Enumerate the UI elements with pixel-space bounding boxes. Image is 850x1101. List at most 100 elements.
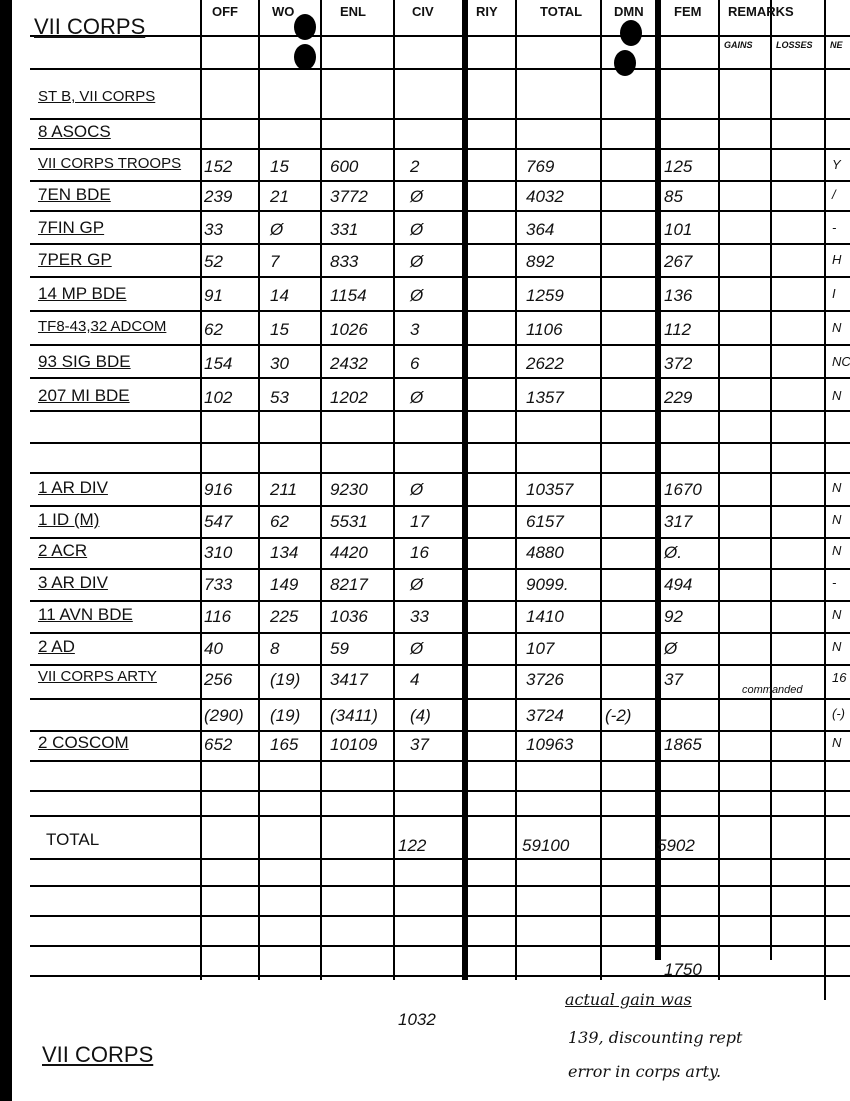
cell-off: 152	[204, 157, 233, 176]
unit-name: 3 AR DIV	[38, 573, 108, 592]
cell-enl: 833	[330, 252, 359, 271]
cell-off: 102	[204, 388, 233, 407]
cell-remark: 16	[832, 670, 847, 685]
total-total: 59100	[522, 836, 570, 855]
row-divider	[30, 730, 850, 732]
cell-total: 4032	[526, 187, 564, 206]
cell-fem: 494	[664, 575, 693, 594]
cell-wo: 211	[270, 480, 298, 499]
unit-name: 1 AR DIV	[38, 478, 108, 497]
cell-total: 4880	[526, 543, 564, 562]
cell-total: 364	[526, 220, 555, 239]
cell-enl: 331	[330, 220, 359, 239]
row-divider	[30, 472, 850, 474]
arty-margin-note: commanded	[742, 684, 803, 696]
cell-wo: 134	[270, 543, 299, 562]
unit-name: 7EN BDE	[38, 185, 111, 204]
cell-total: 10357	[526, 480, 574, 499]
row-divider	[30, 885, 850, 887]
cell-off: 62	[204, 320, 223, 339]
row-divider	[30, 210, 850, 212]
cell-fem: 85	[664, 187, 683, 206]
cell-remark: -	[832, 220, 837, 235]
column-divider	[655, 0, 661, 960]
row-divider	[30, 600, 850, 602]
cell-enl: 3772	[330, 187, 368, 206]
cell-total: 9099.	[526, 575, 569, 594]
cell-enl: 4420	[330, 543, 368, 562]
cell-total: 892	[526, 252, 555, 271]
cell-off: 547	[204, 512, 233, 531]
cell-wo: 21	[270, 187, 289, 206]
cell-fem: 112	[664, 320, 692, 339]
col-header-riy: RIY	[476, 4, 498, 19]
unit-name: 11 AVN BDE	[38, 605, 133, 624]
col-header-civ: CIV	[412, 4, 434, 19]
col-header-total: TOTAL	[540, 4, 583, 19]
col-header-remarks: REMARKS	[728, 4, 794, 19]
cell-total: 1106	[526, 320, 563, 339]
cell-total: 1259	[526, 286, 564, 305]
cell-remark: N	[832, 480, 842, 495]
cell-dmn: (-2)	[605, 706, 632, 725]
cell-fem: 101	[664, 220, 693, 239]
cell-off: 52	[204, 252, 223, 271]
cell-total: 10963	[526, 735, 574, 754]
cell-total: 3724	[526, 706, 564, 725]
note-line-3: error in corps arty.	[568, 1062, 722, 1081]
col-header-dmn: DMN	[614, 4, 644, 19]
cell-fem: 37	[664, 670, 683, 689]
row-divider	[30, 632, 850, 634]
unit-name: 7FIN GP	[38, 218, 105, 237]
cell-enl: 3417	[330, 670, 368, 689]
unit-name: VII CORPS TROOPS	[38, 155, 182, 172]
cell-enl: 10109	[330, 735, 378, 754]
row-divider	[30, 310, 850, 312]
row-divider	[30, 180, 850, 182]
row-divider	[30, 945, 850, 947]
total-fem: 5902	[657, 836, 695, 855]
cell-remark: Y	[832, 157, 841, 172]
cell-remark: NC	[832, 354, 850, 369]
cell-fem: 92	[664, 607, 683, 626]
subheader-losses: LOSSES	[776, 40, 813, 50]
cell-enl: 1026	[330, 320, 368, 339]
unit-name: 2 ACR	[38, 541, 88, 560]
column-divider	[515, 0, 517, 980]
cell-wo: 62	[270, 512, 289, 531]
page-title: VII CORPS	[34, 14, 146, 39]
col-header-enl: ENL	[340, 4, 366, 19]
cell-fem: 1865	[664, 735, 702, 754]
cell-remark: N	[832, 735, 842, 750]
cell-wo: 53	[270, 388, 289, 407]
cell-civ: 16	[410, 543, 429, 562]
column-divider	[718, 0, 720, 980]
cell-fem: 317	[664, 512, 693, 531]
subheader-ne: NE	[830, 40, 843, 50]
row-divider	[30, 344, 850, 346]
cell-wo: 30	[270, 354, 289, 373]
cell-total: 1410	[526, 607, 564, 626]
row-divider	[30, 698, 850, 700]
cell-wo: (19)	[270, 670, 301, 689]
column-divider	[770, 0, 772, 960]
row-divider	[30, 377, 850, 379]
cell-civ: 3	[410, 320, 420, 339]
column-divider	[393, 0, 395, 980]
row-divider	[30, 915, 850, 917]
binder-hole-icon	[614, 50, 636, 76]
unit-name: 7PER GP	[38, 250, 112, 269]
cell-enl: 1154	[330, 286, 367, 305]
column-divider	[824, 0, 826, 1000]
row-divider	[30, 410, 850, 412]
unit-name: 2 COSCOM	[38, 733, 129, 752]
col-header-fem: FEM	[674, 4, 702, 19]
cell-enl: 1036	[330, 607, 368, 626]
cell-enl: 1202	[330, 388, 368, 407]
cell-wo: 8	[270, 639, 280, 658]
cell-wo: 149	[270, 575, 299, 594]
unit-name: 1 ID (M)	[38, 510, 100, 529]
column-divider	[200, 0, 202, 980]
row-divider	[30, 505, 850, 507]
cell-off: 652	[204, 735, 233, 754]
